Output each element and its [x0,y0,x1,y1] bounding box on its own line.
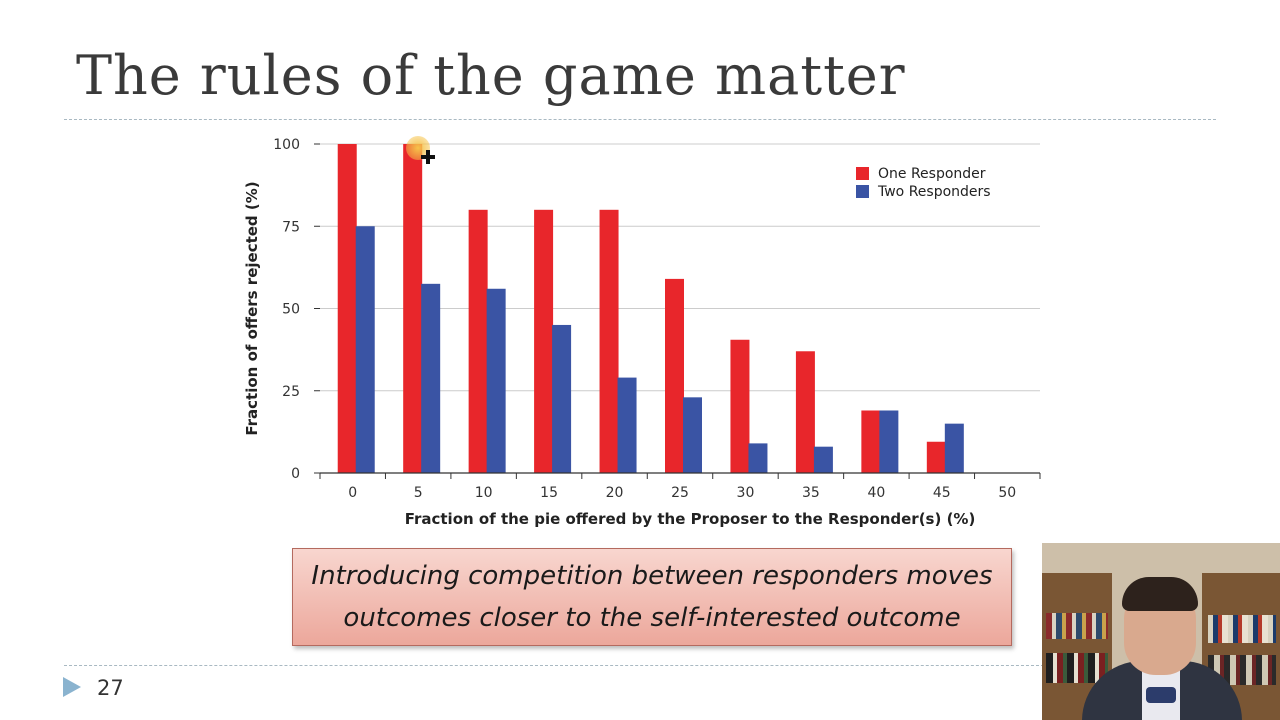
y-tick-label: 75 [282,219,300,235]
bar-two-responders-10 [486,288,506,473]
bar-chart: 0 25 50 75 100 0 5 10 15 20 25 30 35 40 45 50 Fraction o… [243,137,1041,528]
x-tick-label: 0 [348,485,357,501]
x-tick-label: 45 [933,485,951,501]
bar-one-responder-35 [795,351,815,473]
webcam-video [1042,543,1280,720]
y-axis-title: Fraction of offers rejected (%) [243,181,261,435]
x-tick-label: 15 [540,485,558,501]
play-arrow-icon[interactable] [63,677,81,697]
person-hair [1122,577,1198,611]
bar-two-responders-30 [748,443,768,473]
callout-line-2: outcomes closer to the self-interested o… [343,603,961,633]
y-tick-label: 0 [291,466,300,482]
bar-one-responder-20 [599,209,619,474]
x-axis-title: Fraction of the pie offered by the Propo… [405,510,976,528]
x-tick-label: 40 [867,485,885,501]
y-tick-label: 25 [282,384,300,400]
x-tick-label: 25 [671,485,689,501]
bow-tie [1146,687,1176,703]
callout-box: Introducing competition between responde… [292,548,1012,646]
x-tick-label: 20 [606,485,624,501]
bar-two-responders-35 [813,446,833,473]
legend-swatch-0 [856,167,869,180]
bar-two-responders-25 [683,397,702,473]
bar-two-responders-20 [617,377,637,473]
bar-one-responder-0 [337,144,357,473]
bar-two-responders-5 [421,283,441,473]
legend-label-1: Two Responders [877,184,991,200]
page-number: 27 [97,676,124,700]
bar-one-responder-5 [403,144,423,473]
x-tick-label: 5 [414,485,423,501]
y-tick-label: 100 [273,137,300,153]
books [1046,613,1108,639]
x-tick-label: 30 [737,485,755,501]
bar-one-responder-25 [665,278,684,473]
bar-one-responder-45 [926,441,946,473]
books [1046,653,1108,683]
bar-two-responders-0 [355,226,375,473]
bar-one-responder-40 [861,410,881,473]
bar-one-responder-30 [730,339,750,473]
legend-label-0: One Responder [878,166,986,182]
bar-one-responder-15 [534,209,554,474]
slide-title: The rules of the game matter [76,44,906,107]
x-tick-label: 50 [998,485,1016,501]
bar-two-responders-45 [944,423,964,473]
title-divider [64,119,1216,120]
bar-two-responders-15 [552,324,572,473]
footer-divider [64,665,1044,666]
y-tick-label: 50 [282,302,300,318]
callout-text: Introducing competition between responde… [311,555,992,639]
legend-swatch-1 [856,185,869,198]
x-tick-label: 35 [802,485,820,501]
books [1208,615,1276,643]
bar-one-responder-10 [468,209,488,474]
x-tick-label: 10 [475,485,493,501]
callout-line-1: Introducing competition between responde… [311,561,993,591]
move-cursor-icon [421,150,435,164]
bar-two-responders-40 [879,410,899,473]
